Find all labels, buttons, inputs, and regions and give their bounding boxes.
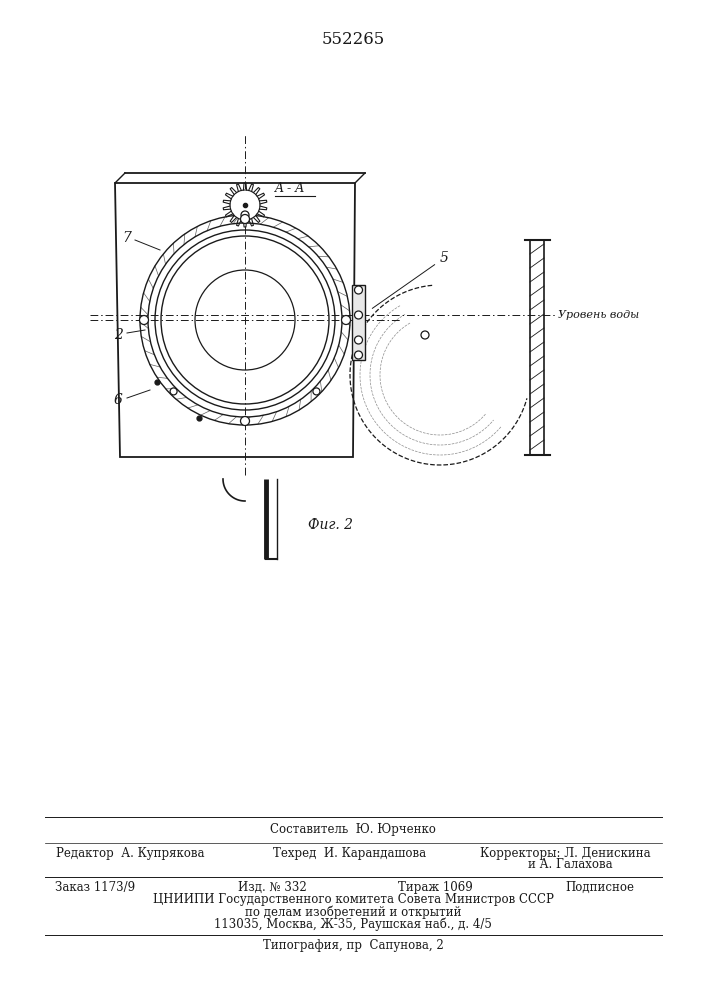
Circle shape <box>139 316 148 324</box>
Circle shape <box>421 331 429 339</box>
Text: ЦНИИПИ Государственного комитета Совета Министров СССР: ЦНИИПИ Государственного комитета Совета … <box>153 894 554 906</box>
Circle shape <box>230 190 260 220</box>
Text: 552265: 552265 <box>322 31 385 48</box>
Circle shape <box>313 388 320 395</box>
Text: Тираж 1069: Тираж 1069 <box>397 880 472 894</box>
Text: 7: 7 <box>122 231 132 245</box>
Circle shape <box>354 311 363 319</box>
Text: Фиг. 2: Фиг. 2 <box>308 518 353 532</box>
Circle shape <box>241 211 249 219</box>
Text: Корректоры: Л. Денискина: Корректоры: Л. Денискина <box>479 846 650 859</box>
Polygon shape <box>352 285 365 360</box>
Text: Техред  И. Карандашова: Техред И. Карандашова <box>274 846 426 859</box>
Text: 113035, Москва, Ж-35, Раушская наб., д. 4/5: 113035, Москва, Ж-35, Раушская наб., д. … <box>214 917 492 931</box>
Text: по делам изобретений и открытий: по делам изобретений и открытий <box>245 905 461 919</box>
Text: Редактор  А. Купрякова: Редактор А. Купрякова <box>56 846 204 859</box>
Text: Типография, пр  Сапунова, 2: Типография, пр Сапунова, 2 <box>262 940 443 952</box>
Circle shape <box>354 286 363 294</box>
Circle shape <box>240 416 250 426</box>
Text: A - A: A - A <box>275 182 305 195</box>
Text: Подписное: Подписное <box>566 880 634 894</box>
Circle shape <box>354 351 363 359</box>
Circle shape <box>170 388 177 395</box>
Text: и А. Галахова: и А. Галахова <box>527 858 612 871</box>
Text: 5: 5 <box>440 251 449 265</box>
Circle shape <box>240 215 250 224</box>
Text: Изд. № 332: Изд. № 332 <box>238 880 306 894</box>
Text: 6: 6 <box>114 393 122 407</box>
Circle shape <box>341 316 351 324</box>
Text: Заказ 1173/9: Заказ 1173/9 <box>55 880 135 894</box>
Text: Уровень воды: Уровень воды <box>558 310 639 320</box>
Circle shape <box>354 336 363 344</box>
Text: 2: 2 <box>114 328 122 342</box>
Text: Составитель  Ю. Юрченко: Составитель Ю. Юрченко <box>270 822 436 836</box>
